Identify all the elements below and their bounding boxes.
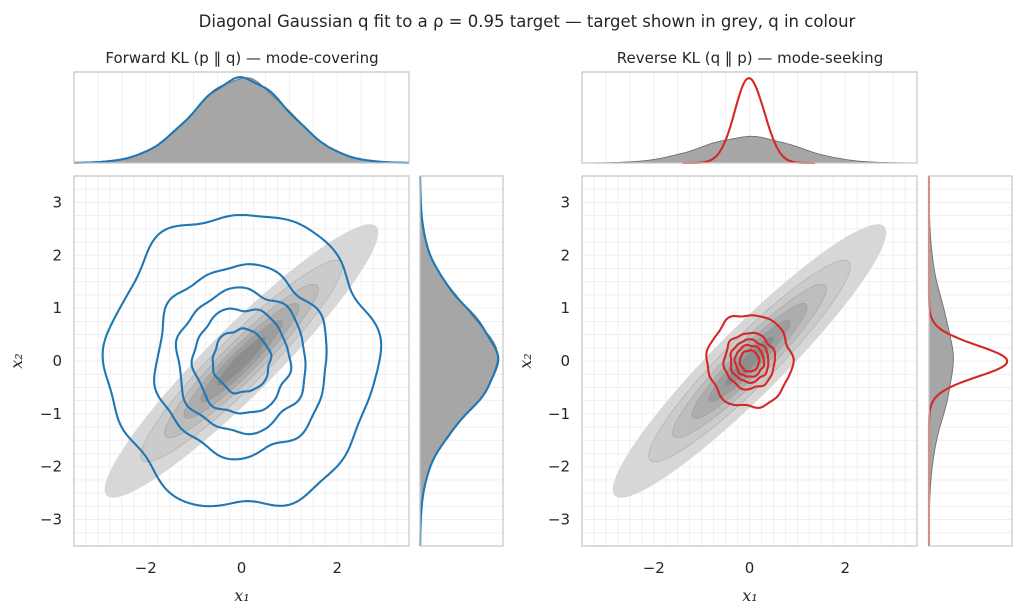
x-tick-label: −2 <box>643 559 665 577</box>
left-panel-title: Forward KL (p ‖ q) — mode-covering <box>105 49 378 67</box>
y-axis: 3 2 1 0 −1 −2 −3 <box>40 193 62 528</box>
target-contour-level <box>725 336 774 386</box>
y-tick-label: 0 <box>52 352 62 370</box>
y-tick-label: 3 <box>52 193 62 211</box>
left-xlabel: x₁ <box>234 586 249 605</box>
y-tick-label: 3 <box>560 193 570 211</box>
q-marginal-x2 <box>419 176 500 546</box>
x-tick-label: 2 <box>332 559 342 577</box>
joint-plot <box>581 175 918 547</box>
q-contour-line <box>738 349 761 373</box>
y-tick-label: 2 <box>52 246 62 264</box>
marginal-x1 <box>581 71 918 165</box>
y-tick-label: 1 <box>560 299 570 317</box>
q-contour-line <box>733 343 766 378</box>
y-tick-label: −3 <box>548 511 570 529</box>
y-tick-label: −1 <box>40 405 62 423</box>
figure-title: Diagonal Gaussian q fit to a ρ = 0.95 ta… <box>199 12 856 31</box>
q-contour-line <box>705 314 795 409</box>
y-tick-label: 1 <box>52 299 62 317</box>
target-contour-level <box>217 336 266 386</box>
q-contour-line <box>190 307 293 415</box>
right-ylabel: x₂ <box>516 353 535 368</box>
y-tick-label: −3 <box>40 511 62 529</box>
x-axis: −2 0 2 <box>643 559 850 577</box>
target-marginal-x2 <box>928 175 954 547</box>
x-tick-label: −2 <box>135 559 157 577</box>
y-tick-label: −2 <box>40 458 62 476</box>
q-contour-line <box>729 338 770 384</box>
q-contour-line <box>174 286 307 436</box>
right-panel-title: Reverse KL (q ‖ p) — mode-seeking <box>617 49 883 67</box>
target-density <box>104 224 379 498</box>
q-contour-line <box>722 331 777 391</box>
marginal-x1-frame <box>581 71 918 164</box>
q-marginal-x1 <box>682 77 815 165</box>
marginal-x2 <box>927 175 1013 547</box>
grid <box>582 176 917 546</box>
y-tick-label: −1 <box>548 405 570 423</box>
marginal-x2-frame <box>419 175 504 547</box>
joint-plot <box>73 175 410 547</box>
y-axis: 3 2 1 0 −1 −2 −3 <box>548 193 570 528</box>
x-axis: −2 0 2 <box>135 559 342 577</box>
y-tick-label: 0 <box>560 352 570 370</box>
target-density <box>612 224 887 498</box>
y-tick-label: −2 <box>548 458 570 476</box>
reverse-kl-panel: −2 0 2 3 2 1 0 −1 −2 −3 <box>548 71 1013 577</box>
q-contours <box>101 213 383 508</box>
q-contours <box>705 314 795 409</box>
right-xlabel: x₁ <box>742 586 757 605</box>
q-contour-line <box>153 263 328 461</box>
left-ylabel: x₂ <box>7 353 26 368</box>
x-tick-label: 2 <box>840 559 850 577</box>
q-contour-line <box>101 213 383 508</box>
q-contour-line <box>211 327 273 395</box>
marginal-x2 <box>419 175 504 547</box>
y-tick-label: 2 <box>560 246 570 264</box>
q-marginal-x1 <box>74 76 409 164</box>
target-marginal-x1 <box>581 135 918 164</box>
joint-plot-frame <box>73 175 410 547</box>
x-tick-label: 0 <box>745 559 755 577</box>
marginal-x1-frame <box>73 71 410 164</box>
forward-kl-panel: −2 0 2 3 2 1 0 −1 −2 −3 <box>40 71 504 577</box>
marginal-x1 <box>73 71 410 164</box>
x-tick-label: 0 <box>237 559 247 577</box>
joint-plot-frame <box>581 175 918 547</box>
marginal-x2-frame <box>928 175 1013 547</box>
